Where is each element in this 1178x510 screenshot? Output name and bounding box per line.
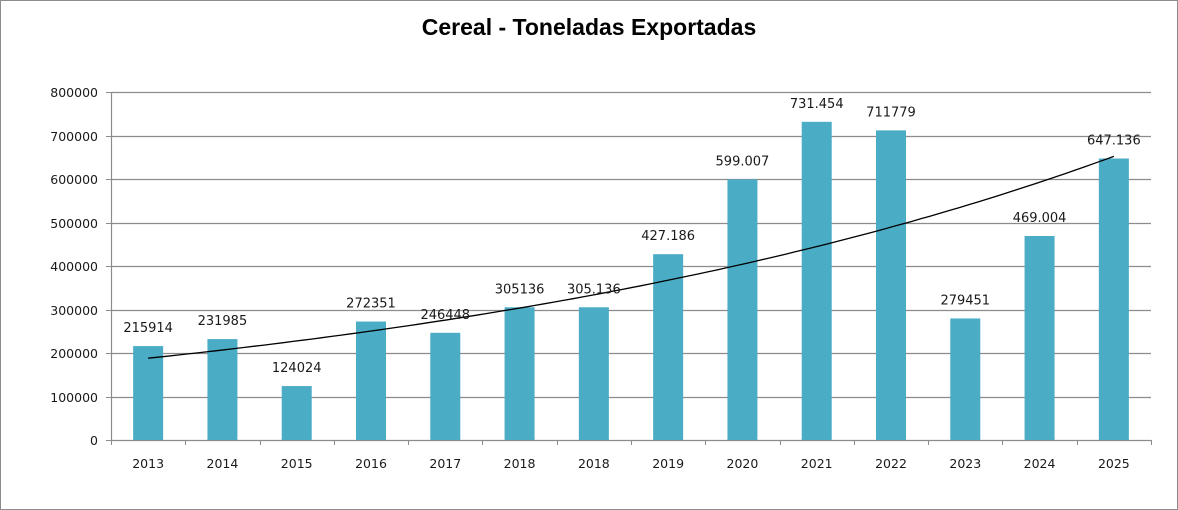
trendline-group [148, 155, 1115, 359]
x-tick-label: 2017 [429, 456, 461, 471]
y-axis: 0 100000 200000 300000 400000 500000 600000 700… [50, 85, 113, 448]
bar [430, 332, 461, 440]
y-tick-label: 600000 [50, 172, 98, 187]
y-tick-label: 200000 [50, 346, 98, 361]
y-tick-label: 800000 [50, 85, 98, 100]
bar [281, 386, 312, 440]
bars [133, 121, 1129, 441]
data-labels: 215914 231985 124024 272351 246448 305136 305.… [123, 97, 1140, 376]
x-tick-label: 2014 [207, 456, 239, 471]
y-tick-label: 400000 [50, 259, 98, 274]
bar [950, 318, 981, 440]
gridlines [111, 91, 1151, 399]
x-tick-label: 2025 [1098, 456, 1130, 471]
data-label: 647.136 [1087, 133, 1141, 148]
bar [578, 307, 609, 440]
bar [207, 339, 238, 440]
data-label: 272351 [346, 297, 396, 312]
bar [356, 321, 386, 440]
data-label: 124024 [272, 361, 322, 376]
x-tick-label: 2013 [132, 456, 164, 471]
data-label: 231985 [198, 314, 248, 329]
x-tick-label: 2015 [281, 456, 313, 471]
bar [504, 307, 535, 440]
data-label: 427.186 [641, 229, 695, 244]
x-tick-label: 2018 [504, 456, 536, 471]
chart-title: Cereal - Toneladas Exportadas [421, 14, 757, 40]
bar [801, 121, 832, 441]
bar [653, 254, 684, 440]
data-label: 469.004 [1013, 211, 1067, 226]
x-tick-label: 2019 [652, 456, 684, 471]
bar [1098, 158, 1129, 440]
data-label: 731.454 [790, 97, 844, 112]
data-label: 279451 [940, 293, 990, 308]
data-label: 599.007 [716, 154, 770, 169]
y-tick-label: 700000 [50, 129, 98, 144]
x-tick-label: 2016 [355, 456, 387, 471]
bar [727, 179, 758, 441]
x-tick-label: 2024 [1024, 456, 1056, 471]
trendline [148, 155, 1115, 359]
x-tick-label: 2020 [727, 456, 759, 471]
bar [1024, 235, 1055, 440]
data-label: 711779 [866, 105, 916, 120]
bar [133, 346, 164, 440]
data-label: 246448 [420, 308, 470, 323]
bar [876, 130, 906, 440]
x-tick-label: 2021 [801, 456, 833, 471]
x-tick-label: 2022 [875, 456, 907, 471]
x-axis: 2013 2014 2015 2016 2017 2018 2018 2019 2020 2021… [111, 439, 1152, 471]
x-tick-label: 2018 [578, 456, 610, 471]
y-tick-label: 300000 [50, 303, 98, 318]
data-label: 305136 [495, 282, 545, 297]
y-tick-label: 100000 [50, 390, 98, 405]
y-tick-label: 0 [90, 433, 98, 448]
x-tick-label: 2023 [949, 456, 981, 471]
data-label: 305.136 [567, 282, 621, 297]
y-tick-label: 500000 [50, 216, 98, 231]
data-label: 215914 [123, 321, 173, 336]
